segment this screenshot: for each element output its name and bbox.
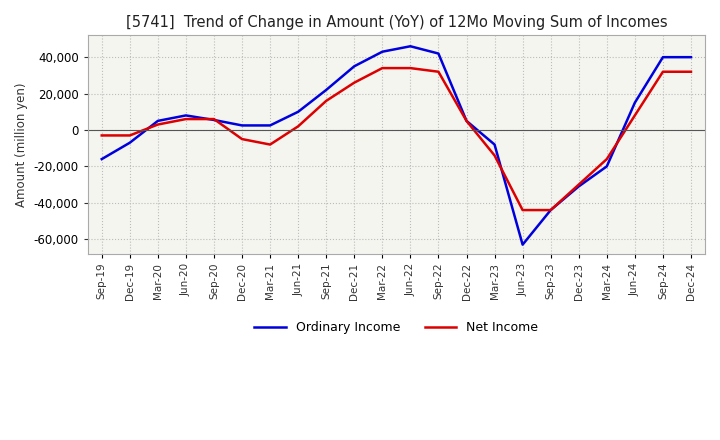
Ordinary Income: [266, 123, 274, 128]
Ordinary Income: [687, 55, 696, 60]
Ordinary Income: [659, 55, 667, 60]
Ordinary Income: [434, 51, 443, 56]
Ordinary Income: [631, 100, 639, 105]
Net Income: [266, 142, 274, 147]
Net Income: [687, 69, 696, 74]
Ordinary Income: [575, 184, 583, 189]
Ordinary Income: [462, 118, 471, 124]
Net Income: [125, 133, 134, 138]
Net Income: [238, 136, 246, 142]
Ordinary Income: [350, 64, 359, 69]
Ordinary Income: [518, 242, 527, 247]
Net Income: [294, 124, 302, 129]
Ordinary Income: [210, 117, 218, 123]
Net Income: [490, 153, 499, 158]
Net Income: [659, 69, 667, 74]
Line: Net Income: Net Income: [102, 68, 691, 210]
Net Income: [97, 133, 106, 138]
Net Income: [378, 66, 387, 71]
Net Income: [322, 98, 330, 103]
Net Income: [575, 182, 583, 187]
Net Income: [603, 157, 611, 162]
Net Income: [518, 207, 527, 213]
Net Income: [434, 69, 443, 74]
Ordinary Income: [238, 123, 246, 128]
Ordinary Income: [546, 207, 555, 213]
Legend: Ordinary Income, Net Income: Ordinary Income, Net Income: [249, 316, 544, 339]
Ordinary Income: [97, 157, 106, 162]
Net Income: [406, 66, 415, 71]
Y-axis label: Amount (million yen): Amount (million yen): [15, 82, 28, 207]
Title: [5741]  Trend of Change in Amount (YoY) of 12Mo Moving Sum of Incomes: [5741] Trend of Change in Amount (YoY) o…: [125, 15, 667, 30]
Ordinary Income: [181, 113, 190, 118]
Ordinary Income: [153, 118, 162, 124]
Line: Ordinary Income: Ordinary Income: [102, 46, 691, 245]
Net Income: [210, 117, 218, 122]
Ordinary Income: [603, 164, 611, 169]
Ordinary Income: [322, 87, 330, 92]
Ordinary Income: [378, 49, 387, 55]
Net Income: [350, 80, 359, 85]
Ordinary Income: [125, 140, 134, 145]
Net Income: [546, 207, 555, 213]
Net Income: [462, 118, 471, 124]
Ordinary Income: [490, 142, 499, 147]
Net Income: [181, 117, 190, 122]
Ordinary Income: [294, 109, 302, 114]
Net Income: [631, 113, 639, 118]
Net Income: [153, 122, 162, 127]
Ordinary Income: [406, 44, 415, 49]
